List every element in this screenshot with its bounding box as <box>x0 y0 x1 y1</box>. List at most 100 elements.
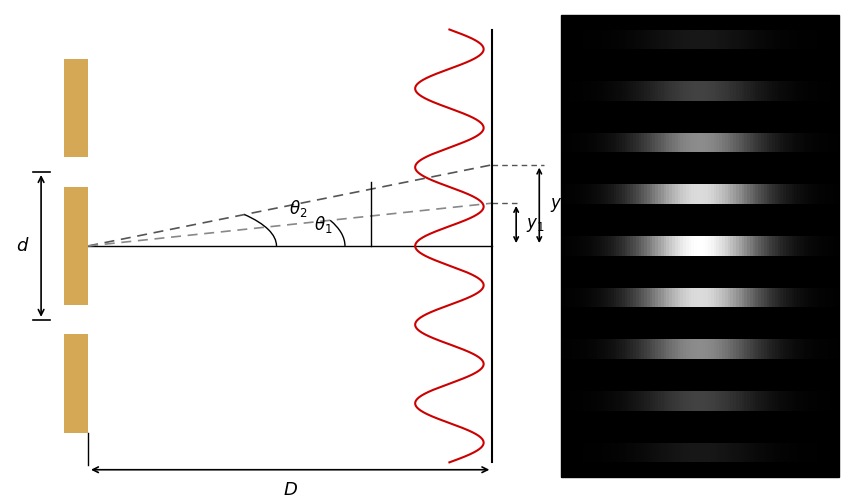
Bar <box>808 236 811 256</box>
Bar <box>597 30 599 49</box>
Bar <box>597 133 599 152</box>
Bar <box>572 339 574 359</box>
Bar <box>777 184 781 204</box>
Bar <box>630 133 633 152</box>
Bar <box>714 133 716 152</box>
Bar <box>767 288 770 308</box>
Bar <box>786 443 788 462</box>
Bar <box>744 236 747 256</box>
Bar <box>764 236 766 256</box>
Bar <box>822 30 825 49</box>
Bar <box>666 443 669 462</box>
Bar <box>625 288 627 308</box>
Bar <box>730 391 733 411</box>
Bar <box>833 133 836 152</box>
Bar <box>755 81 758 101</box>
Bar <box>710 443 714 462</box>
Bar <box>666 133 669 152</box>
Bar <box>777 339 781 359</box>
Bar <box>728 288 730 308</box>
Bar <box>603 236 605 256</box>
Bar <box>678 339 681 359</box>
Bar <box>652 236 656 256</box>
Bar <box>621 288 625 308</box>
Bar <box>605 30 608 49</box>
Bar <box>586 443 589 462</box>
Bar <box>783 184 786 204</box>
Bar <box>752 133 755 152</box>
Bar <box>666 236 669 256</box>
Bar <box>627 339 630 359</box>
Bar <box>658 184 661 204</box>
Bar <box>574 443 577 462</box>
Bar <box>744 443 747 462</box>
Bar <box>788 81 792 101</box>
Bar <box>633 133 636 152</box>
Bar <box>772 81 775 101</box>
Bar <box>583 30 586 49</box>
Bar <box>636 133 639 152</box>
Bar <box>805 30 808 49</box>
Bar <box>563 391 566 411</box>
Bar <box>678 391 681 411</box>
Bar <box>728 133 730 152</box>
Bar <box>747 443 750 462</box>
Bar <box>616 443 619 462</box>
Bar <box>775 236 777 256</box>
Bar <box>699 288 703 308</box>
Bar <box>817 81 819 101</box>
Bar <box>627 30 630 49</box>
Bar <box>708 184 710 204</box>
Bar <box>652 391 656 411</box>
Bar <box>666 391 669 411</box>
Bar <box>817 288 819 308</box>
Bar <box>800 339 803 359</box>
Bar <box>800 81 803 101</box>
Bar <box>741 339 744 359</box>
Bar <box>589 30 591 49</box>
Bar <box>825 30 828 49</box>
Bar <box>683 184 686 204</box>
Bar <box>794 288 797 308</box>
Bar <box>681 30 683 49</box>
Bar <box>728 30 730 49</box>
Bar <box>666 30 669 49</box>
Bar <box>661 184 663 204</box>
Bar <box>783 339 786 359</box>
Bar <box>641 443 644 462</box>
Bar <box>728 81 730 101</box>
Bar <box>605 288 608 308</box>
Bar <box>781 133 783 152</box>
Bar <box>567 443 569 462</box>
Bar <box>703 443 705 462</box>
Bar <box>750 184 752 204</box>
Bar <box>708 81 710 101</box>
Bar <box>608 443 610 462</box>
Bar <box>678 288 681 308</box>
Bar <box>772 443 775 462</box>
Bar <box>708 288 710 308</box>
Bar <box>822 443 825 462</box>
Bar <box>614 391 616 411</box>
Bar <box>747 236 750 256</box>
Bar <box>636 443 639 462</box>
Bar <box>572 236 574 256</box>
Bar <box>610 391 614 411</box>
Bar <box>591 236 594 256</box>
Bar <box>819 184 822 204</box>
Bar <box>630 339 633 359</box>
Bar <box>636 288 639 308</box>
Bar <box>783 236 786 256</box>
Bar <box>610 81 614 101</box>
Bar <box>652 339 656 359</box>
Bar <box>772 133 775 152</box>
Bar <box>708 133 710 152</box>
Bar <box>605 184 608 204</box>
Bar <box>583 288 586 308</box>
Bar <box>678 30 681 49</box>
Bar <box>805 236 808 256</box>
Bar <box>811 236 814 256</box>
Bar <box>792 236 794 256</box>
Bar <box>786 133 788 152</box>
Bar <box>688 443 692 462</box>
